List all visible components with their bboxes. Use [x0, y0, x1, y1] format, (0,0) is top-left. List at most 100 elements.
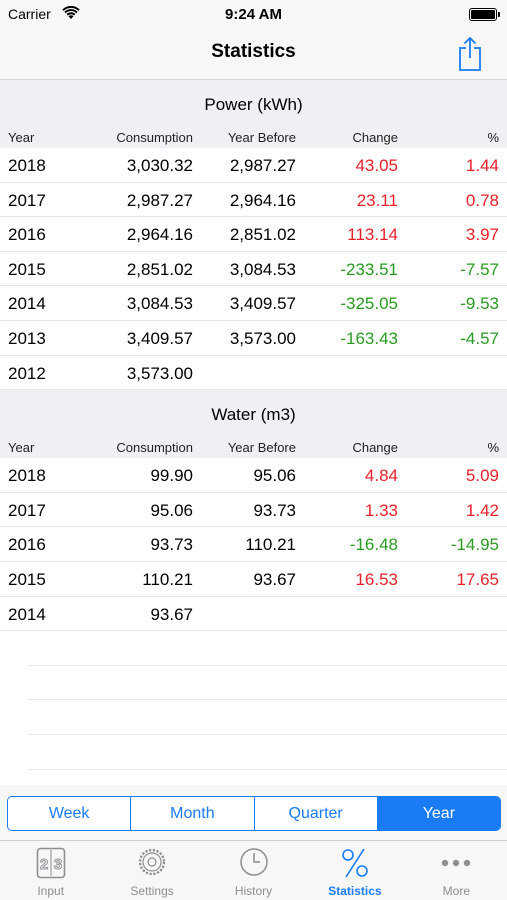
cell-change: -325.05 — [340, 294, 398, 314]
cell-percent: -4.57 — [460, 328, 499, 348]
cell-year-before: 3,409.57 — [229, 294, 296, 314]
cell-change: 1.33 — [364, 500, 398, 520]
cell-percent: -7.57 — [460, 259, 499, 279]
segment-year[interactable]: Year — [377, 797, 500, 830]
empty-row — [28, 666, 507, 701]
segment-quarter[interactable]: Quarter — [254, 797, 378, 830]
header-year: Year — [8, 440, 35, 456]
cell-change: -16.48 — [349, 535, 398, 555]
tab-input[interactable]: 2 3 Input — [0, 841, 101, 900]
table-row: 2017 95.06 93.73 1.33 1.42 — [0, 492, 507, 528]
table-row: 2012 3,573.00 — [0, 355, 507, 391]
page-title: Statistics — [211, 41, 296, 62]
table-row: 2015 2,851.02 3,084.53 -233.51 -7.57 — [0, 251, 507, 287]
segment-month[interactable]: Month — [131, 797, 255, 830]
cell-year-before: 2,987.27 — [229, 156, 296, 175]
header-change: Change — [352, 440, 398, 456]
table-row: 2017 2,987.27 2,964.16 23.11 0.78 — [0, 182, 507, 218]
header-consumption: Consumption — [116, 130, 193, 145]
segment-week[interactable]: Week — [8, 797, 132, 830]
cell-consumption: 2,851.02 — [126, 259, 193, 279]
cell-year: 2016 — [8, 535, 46, 555]
cell-year: 2016 — [8, 225, 46, 245]
svg-text:2: 2 — [40, 856, 48, 873]
cell-percent: -14.95 — [450, 535, 499, 555]
cell-year-before: 3,084.53 — [229, 259, 296, 279]
cell-change: 23.11 — [356, 190, 398, 210]
cell-change: 16.53 — [355, 569, 398, 589]
cell-consumption: 93.67 — [150, 604, 193, 624]
gear-icon — [138, 848, 166, 876]
cell-percent: 0.78 — [465, 190, 499, 210]
column-header-row: Year Consumption Year Before Change % — [0, 126, 507, 148]
cell-year-before: 93.73 — [253, 500, 296, 520]
header-percent: % — [487, 440, 499, 456]
cell-year: 2018 — [8, 156, 46, 175]
table-row: 2015 110.21 93.67 16.53 17.65 — [0, 561, 507, 597]
cell-consumption: 2,987.27 — [126, 190, 193, 210]
cell-change: 4.84 — [364, 466, 398, 486]
cell-year-before: 2,964.16 — [229, 190, 296, 210]
table-row: 2016 93.73 110.21 -16.48 -14.95 — [0, 527, 507, 562]
tab-label: More — [442, 884, 470, 898]
more-dots-icon — [442, 859, 471, 867]
header-year-before: Year Before — [227, 440, 296, 456]
navigation-bar: Statistics — [0, 28, 507, 80]
cell-percent: 3.97 — [465, 225, 499, 245]
header-percent: % — [487, 130, 499, 145]
cell-change: -233.51 — [340, 259, 398, 279]
status-time: 9:24 AM — [225, 6, 282, 23]
section-title-power: Power (kWh) — [0, 80, 507, 126]
cell-percent: -9.53 — [460, 294, 499, 314]
tab-statistics[interactable]: Statistics — [304, 841, 405, 900]
tab-label: Statistics — [328, 884, 382, 898]
empty-row — [28, 770, 507, 786]
table-row: 2018 99.90 95.06 4.84 5.09 — [0, 458, 507, 493]
cell-year: 2015 — [8, 259, 46, 279]
cell-year: 2014 — [8, 294, 46, 314]
tab-history[interactable]: History — [203, 841, 304, 900]
cell-consumption: 3,409.57 — [126, 328, 193, 348]
empty-row — [28, 631, 507, 666]
clock-icon — [239, 848, 268, 876]
percent-icon — [342, 848, 368, 878]
header-change: Change — [352, 130, 398, 145]
cell-consumption: 3,030.32 — [126, 156, 193, 175]
cell-year: 2012 — [8, 363, 46, 383]
share-button[interactable] — [455, 36, 485, 72]
statistics-table[interactable]: Power (kWh) Year Consumption Year Before… — [0, 80, 507, 785]
cell-year-before: 3,573.00 — [229, 328, 296, 348]
tab-bar: 2 3 Input Settings History Statistics — [0, 840, 507, 900]
header-year-before: Year Before — [227, 130, 296, 145]
cell-consumption: 110.21 — [142, 569, 193, 589]
cell-percent: 1.42 — [465, 500, 499, 520]
tab-more[interactable]: More — [406, 841, 507, 900]
cell-consumption: 3,084.53 — [126, 294, 193, 314]
tab-label: History — [234, 884, 273, 898]
tab-settings[interactable]: Settings — [101, 841, 202, 900]
cell-change: 43.05 — [355, 156, 398, 175]
cell-change: -163.43 — [340, 328, 398, 348]
cell-consumption: 3,573.00 — [126, 363, 193, 383]
cell-percent: 1.44 — [465, 156, 499, 175]
cell-year: 2018 — [8, 466, 46, 486]
cell-year-before: 2,851.02 — [229, 225, 296, 245]
period-segmented-control: Week Month Quarter Year — [7, 796, 501, 831]
table-row: 2014 3,084.53 3,409.57 -325.05 -9.53 — [0, 286, 507, 321]
cell-year-before: 93.67 — [253, 569, 296, 589]
cell-consumption: 93.73 — [150, 535, 193, 555]
period-segment-bar: Week Month Quarter Year — [0, 785, 507, 840]
cell-percent: 17.65 — [456, 569, 499, 589]
cell-year-before: 95.06 — [253, 466, 296, 486]
cell-consumption: 2,964.16 — [126, 225, 193, 245]
battery-icon — [469, 8, 500, 21]
empty-row — [28, 735, 507, 770]
table-row: 2013 3,409.57 3,573.00 -163.43 -4.57 — [0, 320, 507, 356]
cell-percent: 5.09 — [465, 466, 499, 486]
cell-year-before: 110.21 — [245, 535, 296, 555]
header-year: Year — [8, 130, 35, 145]
tab-label: Input — [37, 884, 65, 898]
cell-consumption: 95.06 — [150, 500, 193, 520]
cell-year: 2014 — [8, 604, 46, 624]
cell-year: 2013 — [8, 328, 46, 348]
